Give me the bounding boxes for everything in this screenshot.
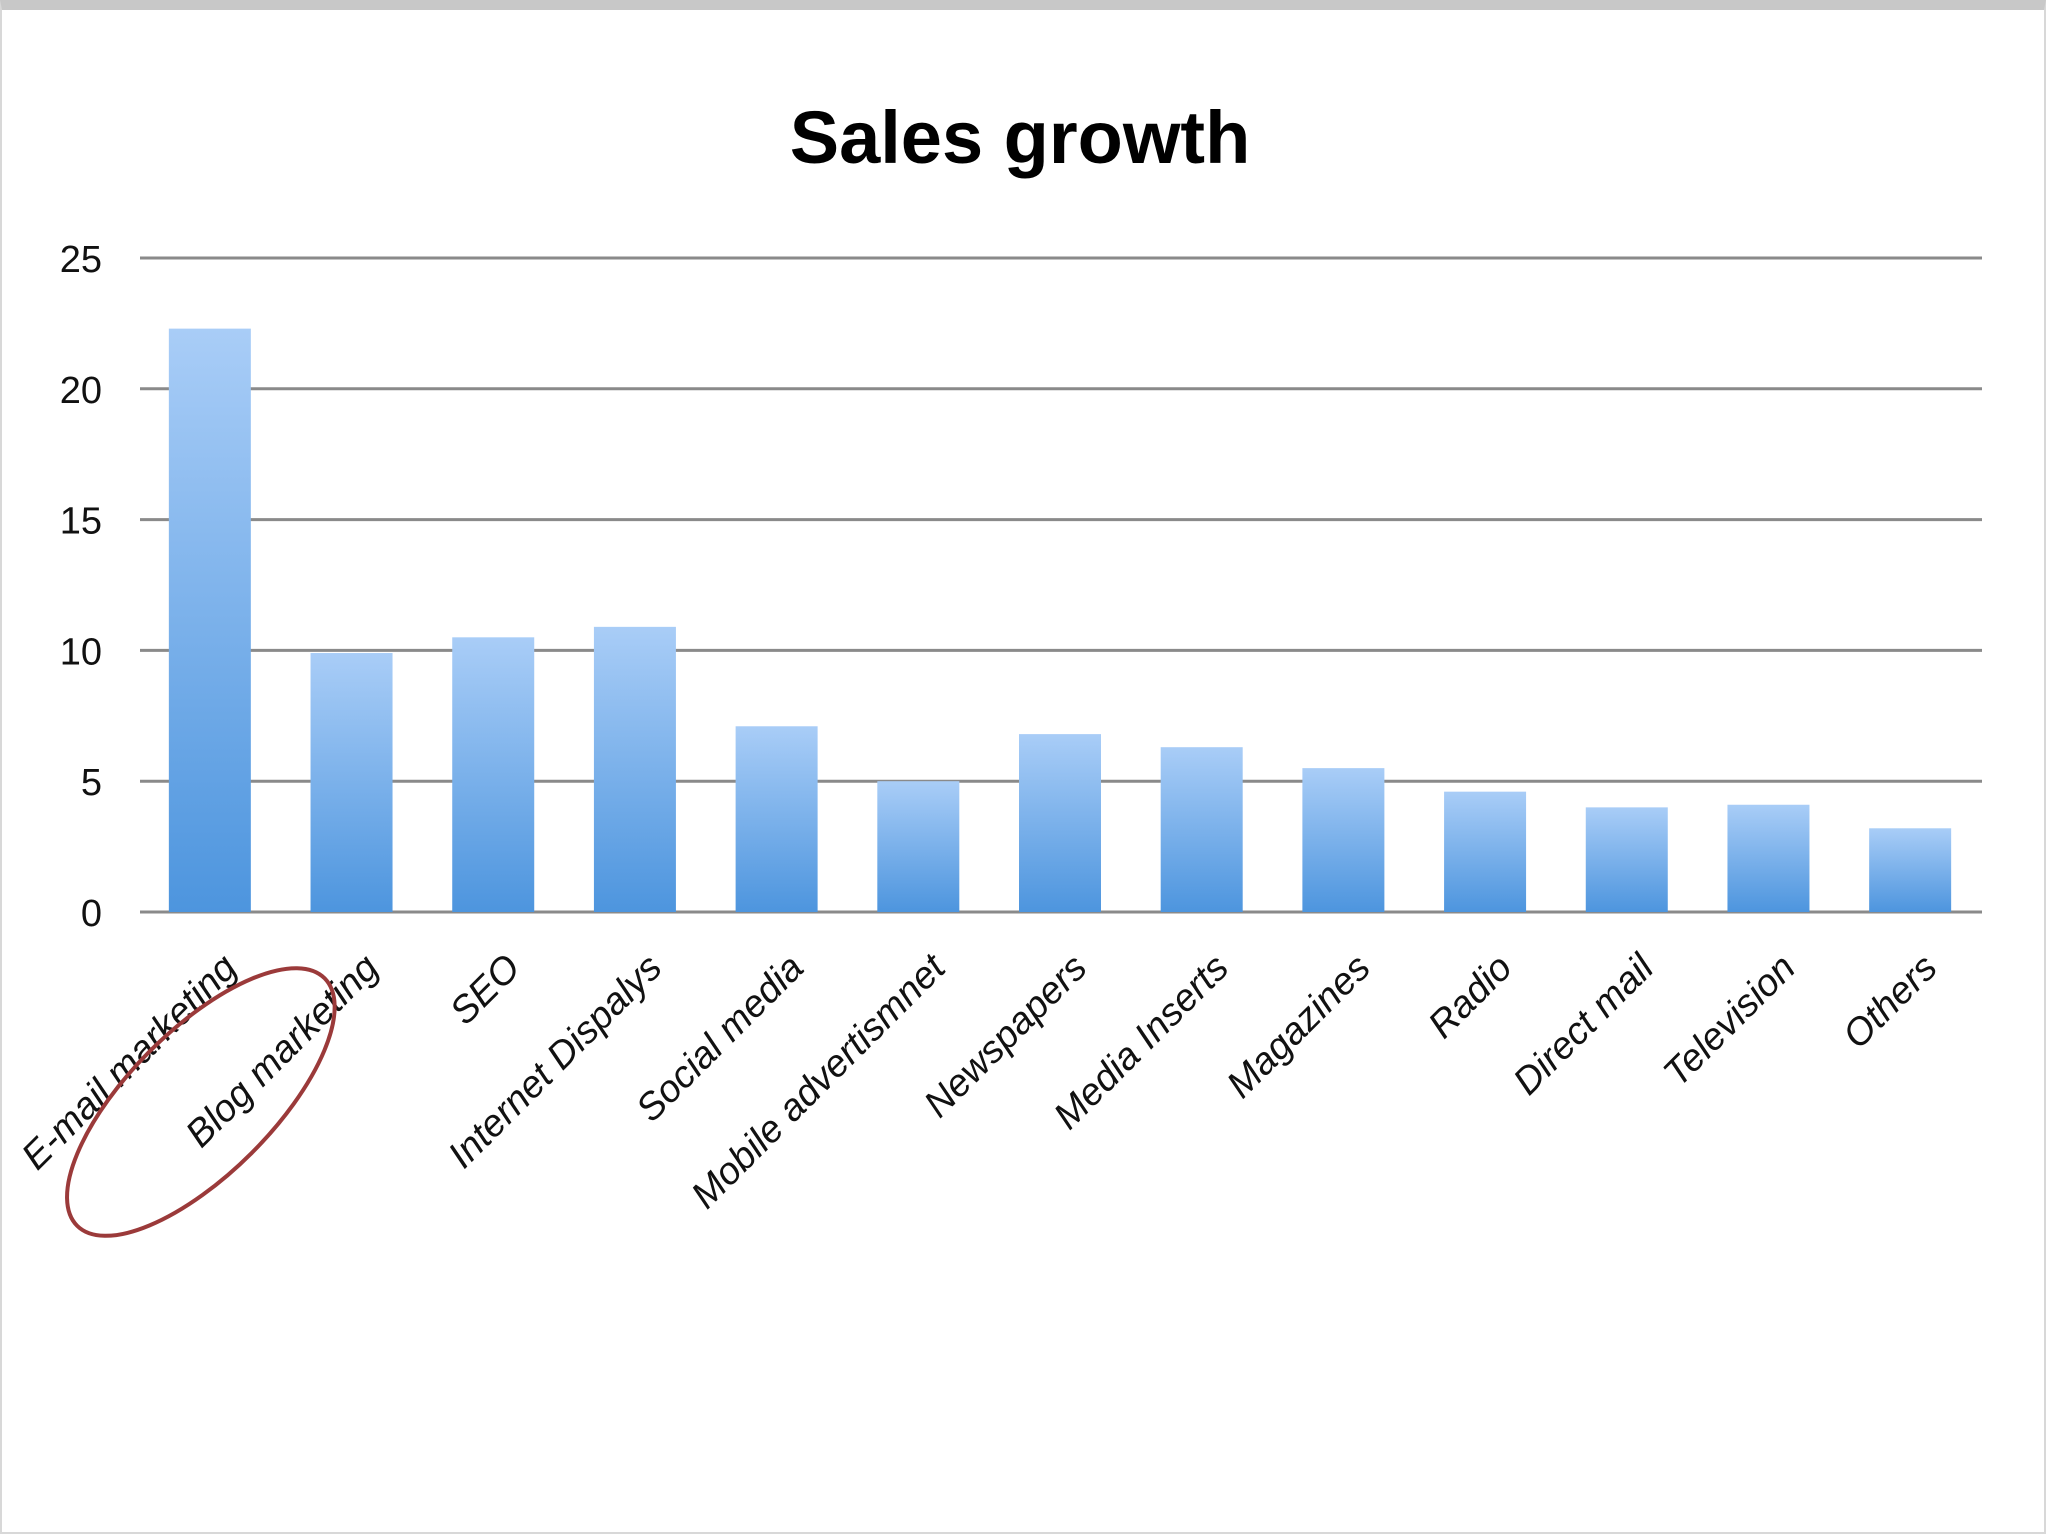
bar: [1019, 734, 1101, 912]
y-tick-label: 5: [81, 762, 102, 804]
bar: [593, 626, 676, 912]
bar: [1444, 791, 1527, 912]
bar: [1727, 804, 1810, 912]
bar: [310, 653, 393, 912]
chart-title: Sales growth: [790, 96, 1251, 179]
x-category-label: Mobile advertismnet: [684, 946, 955, 1217]
bars: [168, 328, 1952, 913]
x-category-label: Radio: [1421, 947, 1521, 1047]
bar: [1585, 807, 1668, 912]
bar: [735, 726, 818, 912]
x-category-label: Direct mail: [1506, 946, 1664, 1104]
bar: [1160, 747, 1243, 912]
gridlines: [140, 256, 1982, 914]
highlight-layer: [65, 966, 337, 1238]
x-category-label: SEO: [442, 947, 528, 1033]
bar: [877, 781, 960, 912]
x-category-label: Television: [1656, 947, 1804, 1095]
bar: [1869, 828, 1952, 912]
y-axis-tick-labels: 0 5 10 15 20 25: [60, 239, 102, 935]
y-tick-label: 15: [60, 501, 102, 543]
bar: [168, 328, 251, 913]
bar: [1302, 768, 1385, 912]
y-tick-label: 0: [81, 893, 102, 935]
x-category-label: Others: [1835, 947, 1945, 1057]
highlight-ellipse: [65, 966, 337, 1238]
y-tick-label: 25: [60, 239, 102, 281]
bar: [452, 637, 535, 912]
x-category-label: Magazines: [1219, 947, 1379, 1107]
y-tick-label: 10: [60, 631, 102, 673]
y-tick-label: 20: [60, 370, 102, 412]
